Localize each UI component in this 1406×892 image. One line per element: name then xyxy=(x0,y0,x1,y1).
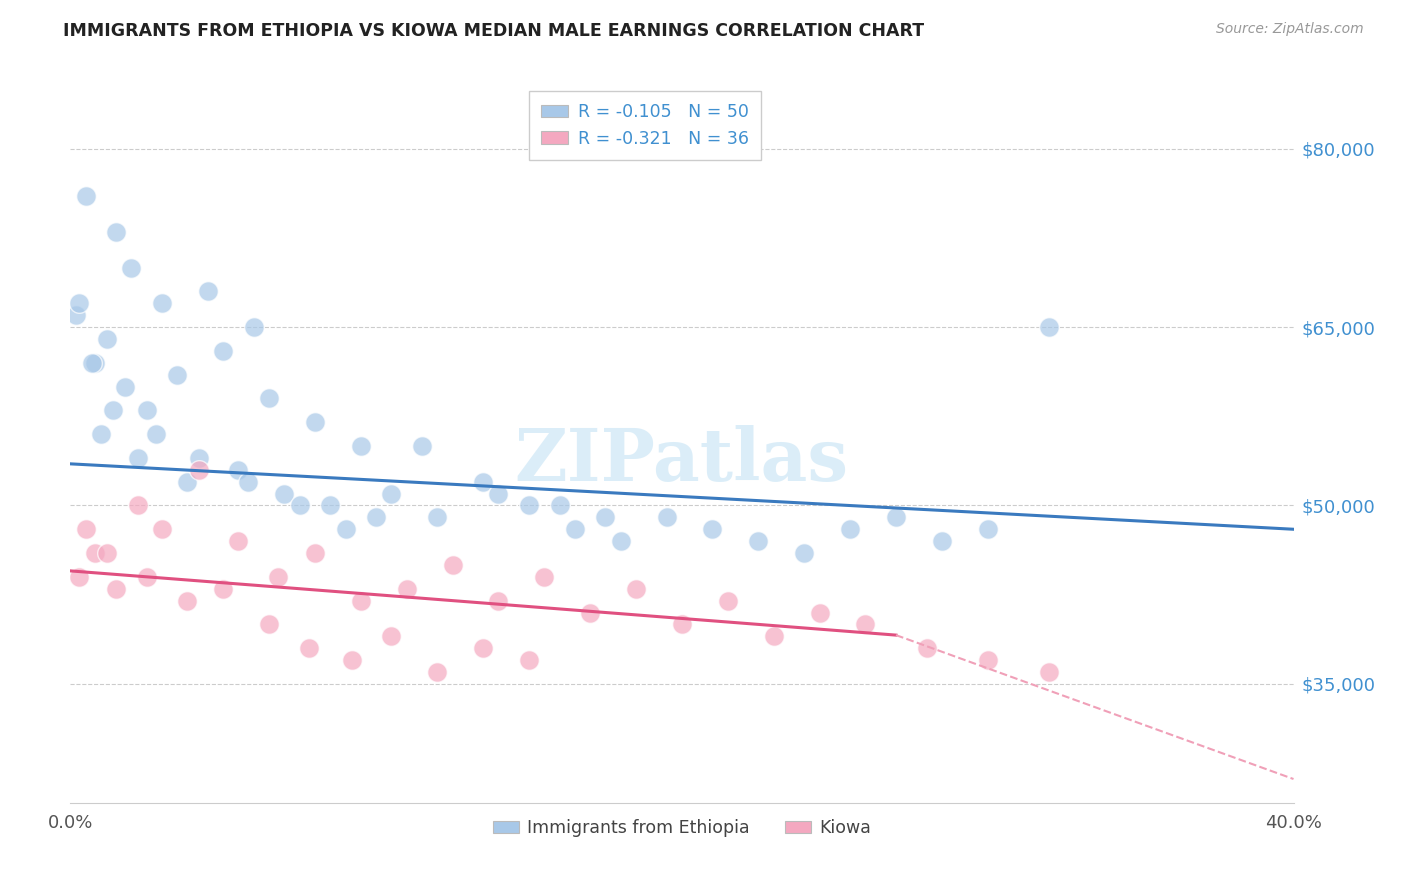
Point xyxy=(304,415,326,429)
Point xyxy=(976,522,998,536)
Point xyxy=(472,475,495,489)
Point xyxy=(187,463,209,477)
Point xyxy=(69,570,91,584)
Point xyxy=(517,653,540,667)
Point xyxy=(212,343,235,358)
Point xyxy=(564,522,586,536)
Point xyxy=(135,570,157,584)
Point xyxy=(717,593,740,607)
Point xyxy=(135,403,157,417)
Point xyxy=(267,570,290,584)
Point xyxy=(579,606,602,620)
Point xyxy=(176,475,198,489)
Point xyxy=(350,593,373,607)
Point xyxy=(855,617,877,632)
Point xyxy=(319,499,342,513)
Point xyxy=(257,617,280,632)
Point xyxy=(96,332,118,346)
Point xyxy=(105,225,128,239)
Point xyxy=(762,629,785,643)
Point xyxy=(488,593,510,607)
Point xyxy=(243,320,266,334)
Point xyxy=(595,510,617,524)
Point xyxy=(976,653,998,667)
Point xyxy=(380,486,402,500)
Point xyxy=(335,522,357,536)
Point xyxy=(257,392,280,406)
Point xyxy=(808,606,831,620)
Point xyxy=(884,510,907,524)
Point xyxy=(426,510,449,524)
Point xyxy=(114,379,136,393)
Point xyxy=(366,510,388,524)
Point xyxy=(121,260,143,275)
Legend: Immigrants from Ethiopia, Kiowa: Immigrants from Ethiopia, Kiowa xyxy=(485,813,879,844)
Point xyxy=(411,439,433,453)
Point xyxy=(69,296,91,310)
Point xyxy=(83,356,105,370)
Point xyxy=(426,665,449,679)
Point xyxy=(747,534,769,549)
Point xyxy=(915,641,938,656)
Point xyxy=(150,522,173,536)
Point xyxy=(1038,320,1060,334)
Point xyxy=(533,570,555,584)
Point xyxy=(150,296,173,310)
Point xyxy=(90,427,112,442)
Point xyxy=(101,403,124,417)
Point xyxy=(395,582,418,596)
Point xyxy=(548,499,571,513)
Point xyxy=(83,546,105,560)
Point xyxy=(1038,665,1060,679)
Point xyxy=(236,475,259,489)
Text: IMMIGRANTS FROM ETHIOPIA VS KIOWA MEDIAN MALE EARNINGS CORRELATION CHART: IMMIGRANTS FROM ETHIOPIA VS KIOWA MEDIAN… xyxy=(63,22,924,40)
Point xyxy=(212,582,235,596)
Point xyxy=(187,450,209,465)
Point xyxy=(298,641,321,656)
Point xyxy=(610,534,633,549)
Point xyxy=(517,499,540,513)
Point xyxy=(105,582,128,596)
Point xyxy=(127,450,149,465)
Point xyxy=(839,522,862,536)
Point xyxy=(176,593,198,607)
Point xyxy=(624,582,647,596)
Point xyxy=(931,534,953,549)
Point xyxy=(166,368,188,382)
Text: Source: ZipAtlas.com: Source: ZipAtlas.com xyxy=(1216,22,1364,37)
Point xyxy=(80,356,103,370)
Point xyxy=(441,558,464,572)
Point xyxy=(350,439,373,453)
Point xyxy=(96,546,118,560)
Point xyxy=(340,653,363,667)
Point xyxy=(197,285,219,299)
Point xyxy=(380,629,402,643)
Point xyxy=(273,486,295,500)
Point xyxy=(75,189,97,203)
Point xyxy=(75,522,97,536)
Point xyxy=(472,641,495,656)
Text: ZIPatlas: ZIPatlas xyxy=(515,425,849,496)
Point xyxy=(671,617,693,632)
Point xyxy=(702,522,724,536)
Point xyxy=(488,486,510,500)
Point xyxy=(228,463,250,477)
Point xyxy=(304,546,326,560)
Point xyxy=(793,546,815,560)
Point xyxy=(127,499,149,513)
Point xyxy=(228,534,250,549)
Point xyxy=(288,499,311,513)
Point xyxy=(655,510,678,524)
Point xyxy=(145,427,167,442)
Point xyxy=(65,308,87,322)
